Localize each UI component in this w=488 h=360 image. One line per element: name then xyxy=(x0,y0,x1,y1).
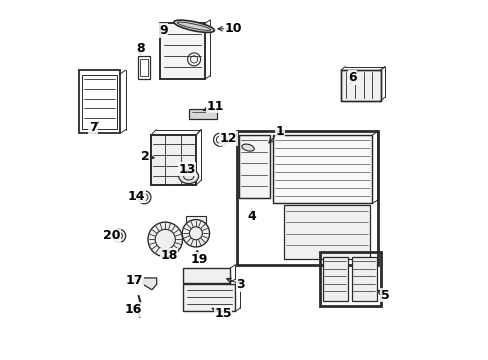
Bar xyxy=(340,70,380,101)
Circle shape xyxy=(113,229,125,242)
Text: 14: 14 xyxy=(127,190,145,203)
Bar xyxy=(160,23,204,79)
Polygon shape xyxy=(142,278,156,290)
Bar xyxy=(79,70,120,133)
Circle shape xyxy=(182,220,209,247)
Bar xyxy=(151,135,196,185)
Text: 18: 18 xyxy=(160,249,177,262)
Text: 8: 8 xyxy=(136,42,144,55)
Text: 13: 13 xyxy=(178,163,195,176)
Text: 1: 1 xyxy=(275,125,284,138)
Text: 7: 7 xyxy=(89,121,98,134)
Bar xyxy=(273,135,371,203)
Ellipse shape xyxy=(179,169,198,184)
Ellipse shape xyxy=(173,20,214,32)
Text: 10: 10 xyxy=(224,22,242,35)
Bar xyxy=(188,109,217,119)
Bar xyxy=(140,59,147,76)
Text: 6: 6 xyxy=(347,71,356,84)
Bar xyxy=(340,70,380,101)
Text: 15: 15 xyxy=(214,307,231,320)
Text: 9: 9 xyxy=(159,24,167,37)
Text: 19: 19 xyxy=(190,253,208,266)
Bar xyxy=(183,268,230,283)
Bar xyxy=(284,205,370,259)
Bar xyxy=(183,284,235,311)
Text: 17: 17 xyxy=(126,274,143,287)
Bar xyxy=(151,135,196,185)
Bar xyxy=(185,216,205,230)
Text: 4: 4 xyxy=(247,210,256,222)
Text: 16: 16 xyxy=(124,303,142,316)
Text: 11: 11 xyxy=(206,100,224,113)
Bar xyxy=(138,56,149,79)
Bar xyxy=(320,252,381,306)
Bar xyxy=(322,257,347,301)
Bar xyxy=(273,135,371,203)
Text: 5: 5 xyxy=(380,289,388,302)
Text: 20: 20 xyxy=(102,229,120,242)
Ellipse shape xyxy=(242,144,254,151)
Bar xyxy=(239,135,269,198)
Bar xyxy=(237,131,377,265)
Bar xyxy=(351,257,376,301)
Bar xyxy=(81,75,117,129)
Text: 12: 12 xyxy=(219,132,237,145)
Text: 3: 3 xyxy=(236,278,244,291)
Circle shape xyxy=(148,222,182,257)
Bar xyxy=(160,23,204,79)
Bar xyxy=(239,135,269,198)
Text: 2: 2 xyxy=(141,150,149,163)
